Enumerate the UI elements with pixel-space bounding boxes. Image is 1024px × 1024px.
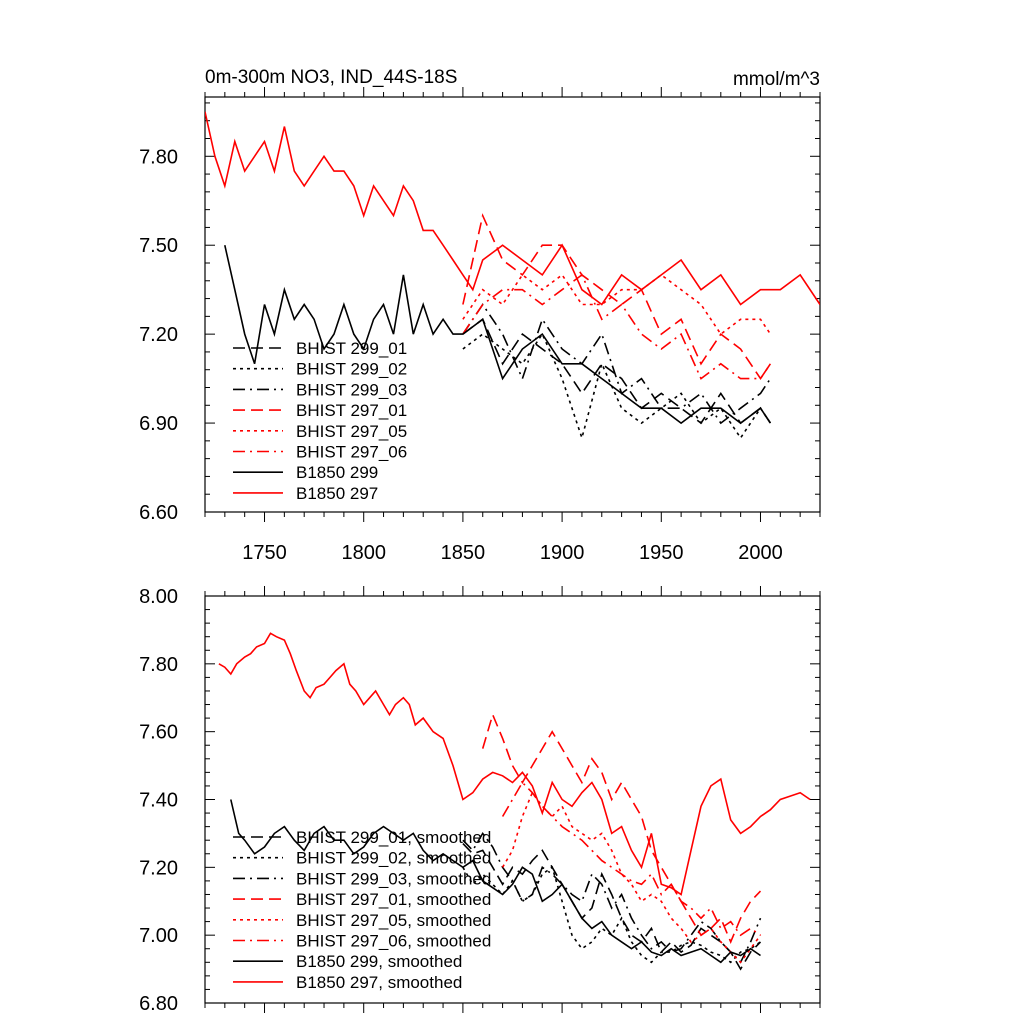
legend-label: B1850 299 [296,463,378,482]
x-tick-label: 1800 [341,542,386,564]
legend-label: B1850 297 [296,484,378,503]
y-tick-label: 8.00 [139,586,178,608]
series-line-8 [205,111,820,306]
series-line-6 [462,273,772,380]
y-tick-label: 7.00 [139,925,178,947]
x-tick-label: 1750 [242,542,287,564]
bottom-panel: 6.80 7.00 7.20 7.40 7.60 7.80 8.00 BHIST 299_01… [139,586,821,1015]
series-line-6 [501,781,761,937]
series-line-8 [218,632,811,896]
series-line-4 [462,213,772,381]
series-line-3 [462,831,762,964]
legend-label: B1850 297, smoothed [296,973,462,992]
x-tick-label: 1950 [639,542,684,564]
series-line-1 [462,843,762,971]
x-tick-label: 1900 [540,542,585,564]
legend-label: BHIST 297_01, smoothed [296,890,491,909]
legend-label: BHIST 299_02 [296,360,407,379]
legend-label: BHIST 297_06, smoothed [296,932,491,951]
top-panel: 0m-300m NO3, IND_44S-18S mmol/m^3 1750 18… [139,67,821,564]
legend-label: BHIST 297_05 [296,422,407,441]
series-line-7 [224,245,772,425]
legend-label: B1850 299, smoothed [296,952,462,971]
legend-label: BHIST 299_01, smoothed [296,828,491,847]
series-line-5 [462,273,772,336]
series-line-1 [462,318,772,425]
x-tick-label: 1850 [441,542,486,564]
legend-label: BHIST 297_06 [296,443,407,462]
y-tick-label: 6.90 [139,413,178,435]
y-tick-label: 7.50 [139,235,178,257]
legend-label: BHIST 299_01 [296,339,407,358]
top-panel-units: mmol/m^3 [733,69,820,90]
y-tick-label: 6.80 [139,993,178,1015]
y-tick-label: 7.60 [139,722,178,744]
y-tick-label: 7.80 [139,146,178,168]
series-line-4 [481,712,762,944]
y-tick-label: 7.80 [139,654,178,676]
series-line-7 [230,799,761,964]
legend: BHIST 299_01, smoothed BHIST 299_02, smoo… [233,828,491,992]
legend-label: BHIST 299_03 [296,380,407,399]
series-line-2 [462,332,772,441]
series-line-5 [501,791,762,964]
top-panel-title: 0m-300m NO3, IND_44S-18S [205,67,457,88]
y-tick-label: 7.40 [139,790,178,812]
legend-label: BHIST 297_01 [296,401,407,420]
y-tick-label: 7.20 [139,857,178,879]
series-line-3 [462,303,772,425]
y-tick-label: 6.60 [139,502,178,524]
legend-label: BHIST 299_03, smoothed [296,869,491,888]
x-tick-label: 2000 [738,542,783,564]
series-line-2 [462,866,761,964]
y-tick-label: 7.20 [139,324,178,346]
legend-label: BHIST 299_02, smoothed [296,849,491,868]
legend-label: BHIST 297_05, smoothed [296,911,491,930]
